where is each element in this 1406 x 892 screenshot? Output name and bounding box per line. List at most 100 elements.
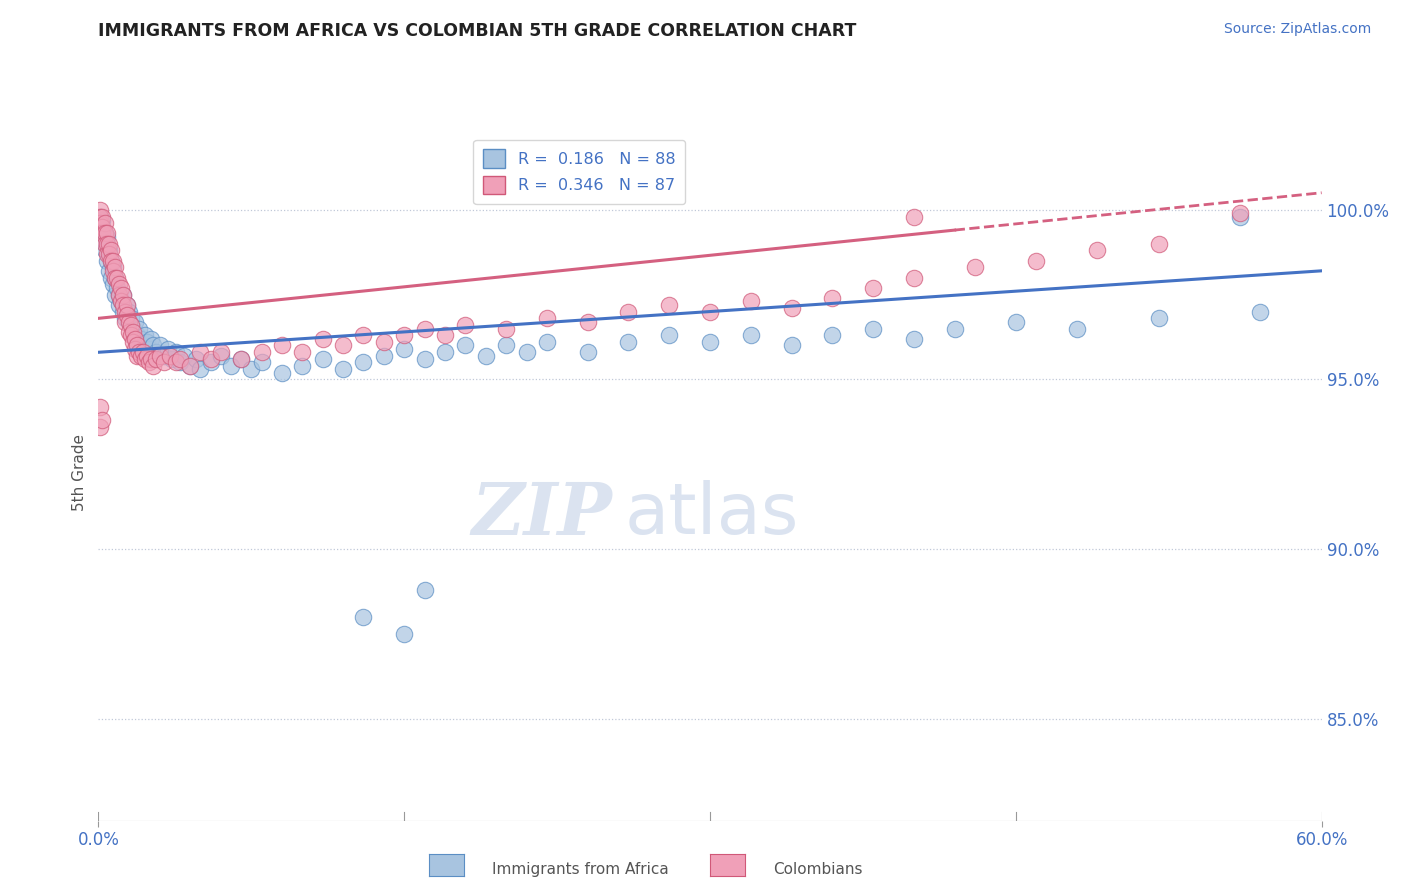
Legend: R =  0.186   N = 88, R =  0.346   N = 87: R = 0.186 N = 88, R = 0.346 N = 87 [474,140,685,204]
Point [200,352,222,367]
Point [740,294,762,309]
Text: atlas: atlas [624,480,799,549]
Point [352,610,374,624]
Point [97,236,120,251]
Point [495,321,517,335]
Point [96,227,118,241]
Point [312,332,335,346]
Point [114,304,136,318]
Point [93,227,115,241]
Point [104,270,127,285]
Point [536,335,558,350]
Point [100,270,122,285]
Point [658,328,681,343]
Text: Immigrants from Africa: Immigrants from Africa [492,863,669,877]
Point [96,247,118,261]
Point [821,328,844,343]
Point [134,352,156,367]
Point [93,236,115,251]
Point [142,359,165,373]
Point [312,352,335,367]
Point [780,301,803,315]
Point [122,325,145,339]
Point [118,315,141,329]
Point [373,335,395,350]
Point [291,359,314,373]
Point [209,345,232,359]
Y-axis label: 5th Grade: 5th Grade [72,434,87,511]
Point [145,345,167,359]
Text: Source: ZipAtlas.com: Source: ZipAtlas.com [1223,22,1371,37]
Point [862,321,884,335]
Point [454,318,477,332]
Point [128,321,150,335]
Point [373,349,395,363]
Point [392,328,416,343]
Point [903,270,925,285]
Point [142,338,165,352]
Point [101,264,124,278]
Point [200,355,222,369]
Point [111,287,134,301]
Point [91,219,114,234]
Point [1229,210,1251,224]
Point [495,338,517,352]
Point [270,366,294,380]
Point [160,352,183,367]
Point [352,355,374,369]
Point [231,352,253,367]
Point [862,281,884,295]
Point [91,219,114,234]
Point [231,352,253,367]
Point [138,342,160,356]
Point [516,345,538,359]
Point [434,328,457,343]
Point [127,338,149,352]
Point [576,345,599,359]
Point [120,311,142,326]
Point [536,311,558,326]
Point [188,362,212,376]
Point [699,304,721,318]
Point [108,298,131,312]
Point [115,308,138,322]
Text: IMMIGRANTS FROM AFRICA VS COLOMBIAN 5TH GRADE CORRELATION CHART: IMMIGRANTS FROM AFRICA VS COLOMBIAN 5TH … [98,22,856,40]
Point [128,345,150,359]
Point [413,582,436,597]
Point [108,277,131,292]
Point [101,260,124,275]
Point [89,210,111,224]
Text: Colombians: Colombians [773,863,863,877]
Point [111,304,134,318]
Point [115,298,138,312]
Point [91,227,114,241]
Point [118,304,141,318]
Point [129,349,152,363]
Point [110,294,132,309]
Point [740,328,762,343]
Point [89,400,111,414]
Point [132,345,155,359]
Point [127,349,149,363]
Point [120,318,142,332]
Point [965,260,987,275]
Point [97,247,120,261]
Point [141,352,163,367]
Point [100,244,122,258]
Point [240,362,263,376]
Point [434,345,457,359]
Point [104,260,127,275]
Point [159,349,181,363]
Point [105,270,128,285]
Point [141,332,163,346]
Point [97,264,120,278]
Point [576,315,599,329]
Point [127,328,149,343]
Point [156,342,179,356]
Point [413,352,436,367]
Point [97,244,120,258]
Point [169,352,191,367]
Point [124,315,146,329]
Point [250,355,273,369]
Point [89,210,111,224]
